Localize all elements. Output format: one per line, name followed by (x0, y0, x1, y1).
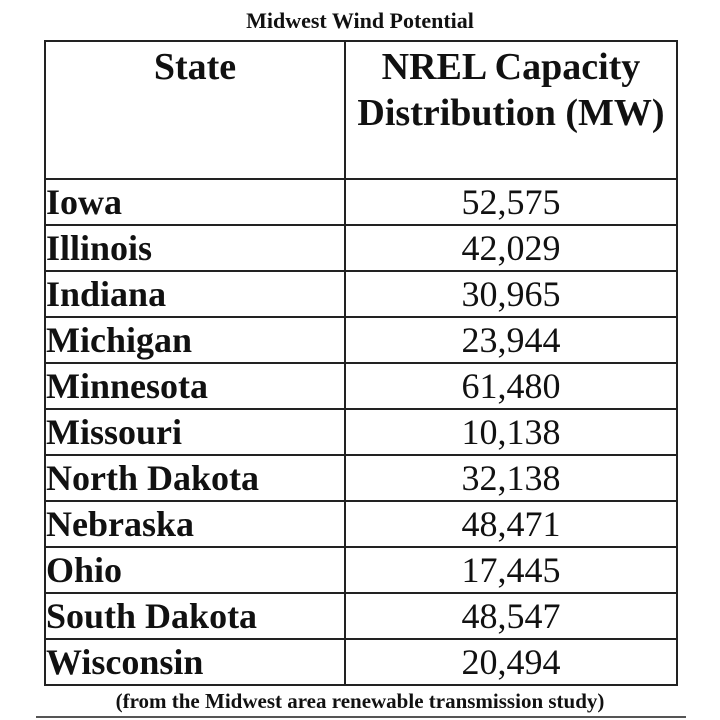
capacity-cell: 42,029 (344, 224, 678, 272)
header-row: State NREL Capacity Distribution (MW) (44, 40, 678, 180)
table-row: Indiana 30,965 (44, 270, 678, 318)
state-cell: North Dakota (44, 454, 346, 502)
source-note: (from the Midwest area renewable transmi… (115, 689, 605, 713)
column-header-state: State (44, 40, 346, 180)
state-cell: Iowa (44, 178, 346, 226)
capacity-cell: 17,445 (344, 546, 678, 594)
table-row: Missouri 10,138 (44, 408, 678, 456)
capacity-cell: 23,944 (344, 316, 678, 364)
state-cell: Nebraska (44, 500, 346, 548)
capacity-cell: 20,494 (344, 638, 678, 686)
state-cell: Ohio (44, 546, 346, 594)
state-cell: Wisconsin (44, 638, 346, 686)
bottom-rule (36, 716, 686, 718)
table-row: Illinois 42,029 (44, 224, 678, 272)
state-cell: Missouri (44, 408, 346, 456)
table-row: North Dakota 32,138 (44, 454, 678, 502)
table-row: Michigan 23,944 (44, 316, 678, 364)
state-cell: Michigan (44, 316, 346, 364)
state-cell: Minnesota (44, 362, 346, 410)
wind-potential-table: State NREL Capacity Distribution (MW) Io… (44, 40, 678, 686)
capacity-cell: 10,138 (344, 408, 678, 456)
table-row: Iowa 52,575 (44, 178, 678, 226)
state-cell: Indiana (44, 270, 346, 318)
table-row: Nebraska 48,471 (44, 500, 678, 548)
table-row: Wisconsin 20,494 (44, 638, 678, 686)
table-body: Iowa 52,575 Illinois 42,029 Indiana 30,965 Mic… (44, 178, 678, 686)
state-cell: Illinois (44, 224, 346, 272)
state-cell: South Dakota (44, 592, 346, 640)
capacity-cell: 48,547 (344, 592, 678, 640)
capacity-cell: 52,575 (344, 178, 678, 226)
column-header-capacity: NREL Capacity Distribution (MW) (344, 40, 678, 180)
table-row: Minnesota 61,480 (44, 362, 678, 410)
table-title: Midwest Wind Potential (246, 8, 474, 33)
table-row: South Dakota 48,547 (44, 592, 678, 640)
capacity-cell: 32,138 (344, 454, 678, 502)
capacity-cell: 61,480 (344, 362, 678, 410)
capacity-cell: 48,471 (344, 500, 678, 548)
capacity-cell: 30,965 (344, 270, 678, 318)
table-row: Ohio 17,445 (44, 546, 678, 594)
